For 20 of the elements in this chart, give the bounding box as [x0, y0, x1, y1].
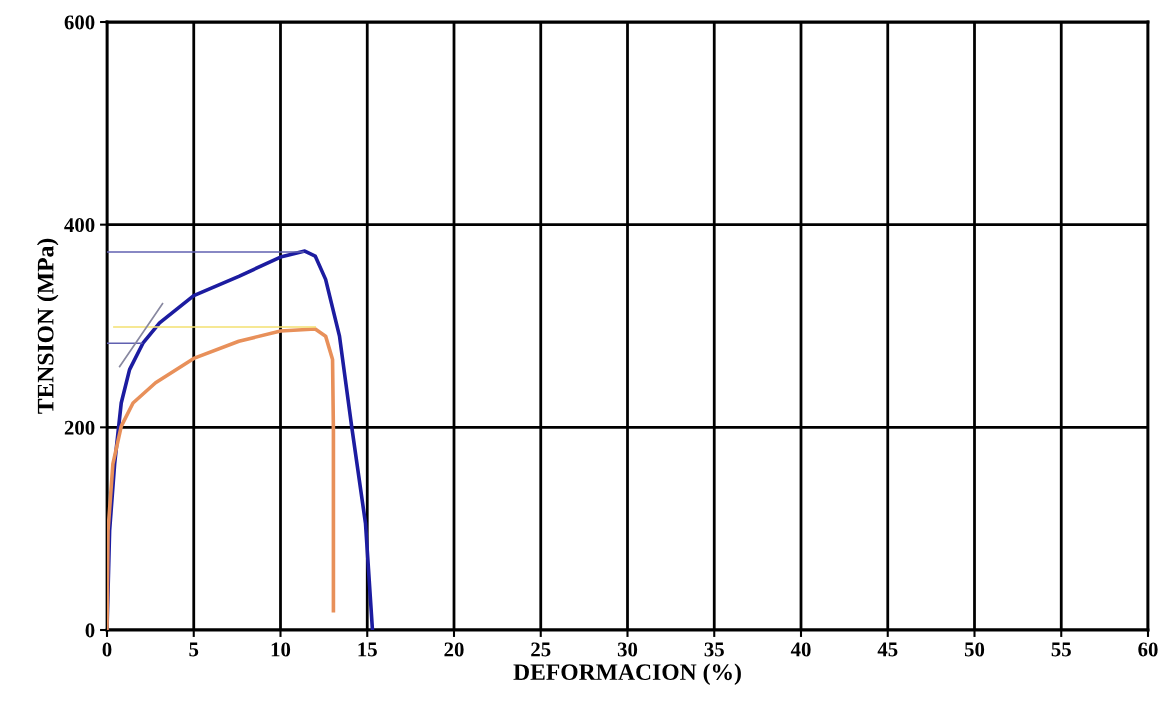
x-tick-label: 0: [102, 642, 112, 657]
x-tick-label: 25: [531, 642, 551, 657]
y-tick-label: 0: [85, 623, 95, 638]
y-tick-label: 400: [64, 218, 95, 233]
x-tick-label: 15: [358, 642, 377, 657]
line-series: [107, 327, 336, 630]
x-tick-label: 45: [877, 642, 898, 657]
x-tick-label: 35: [704, 642, 724, 657]
x-tick-label: 55: [1051, 642, 1071, 657]
y-axis-title: TENSION (MPa): [36, 238, 59, 414]
x-tick-label: 50: [964, 642, 985, 657]
x-axis-title: DEFORMACION (%): [513, 663, 741, 685]
x-tick-label: 40: [790, 642, 811, 657]
x-tick-label: 5: [189, 642, 199, 657]
y-tick-label: 200: [64, 420, 95, 435]
x-tick-label: 30: [617, 642, 638, 657]
x-tick-label: 20: [444, 642, 464, 657]
y-tick-label: 600: [64, 15, 95, 30]
x-tick-label: 60: [1138, 642, 1158, 657]
x-tick-label: 10: [271, 642, 291, 657]
